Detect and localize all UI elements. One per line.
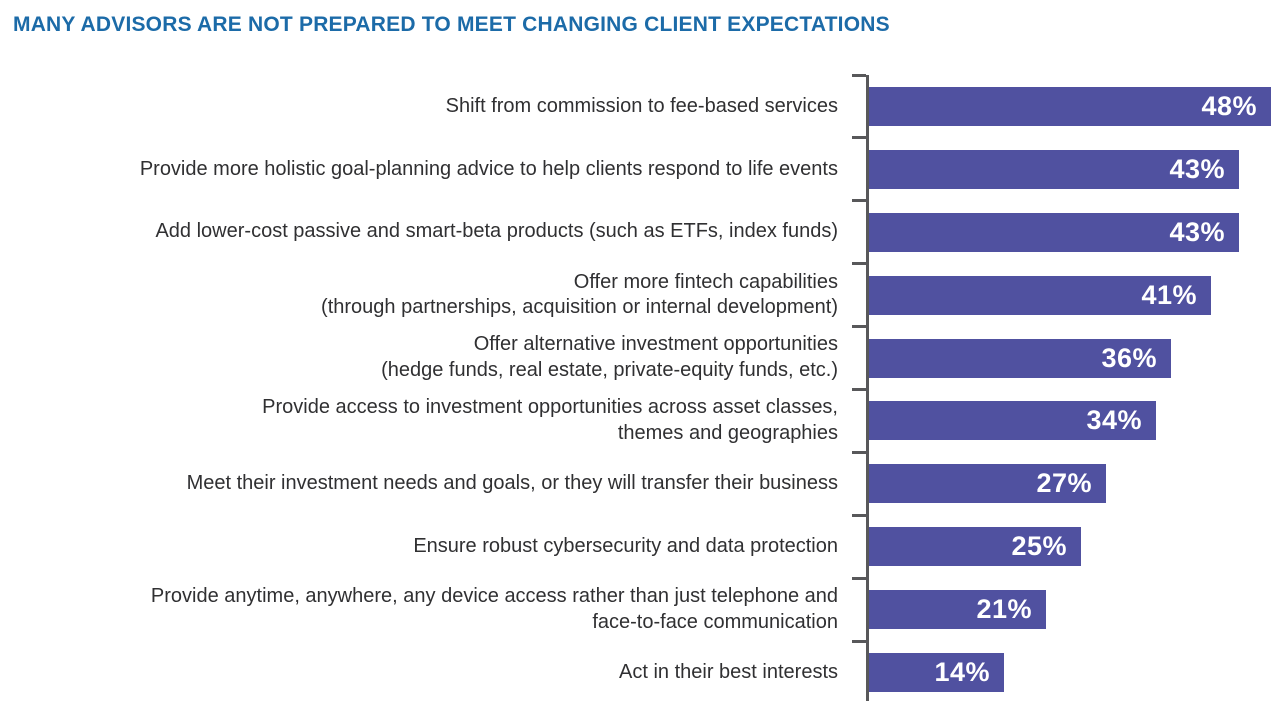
axis-tick-mark xyxy=(852,262,866,266)
category-label: Provide anytime, anywhere, any device ac… xyxy=(150,584,838,633)
value-label: 41% xyxy=(1141,279,1197,310)
bar-track: 27% xyxy=(866,464,1280,504)
bar-track: 36% xyxy=(866,338,1280,378)
bar-track: 43% xyxy=(866,212,1280,252)
chart-row: Provide anytime, anywhere, any device ac… xyxy=(0,576,1280,641)
bar-track: 14% xyxy=(866,652,1280,692)
axis-tick-mark xyxy=(852,73,866,77)
bar-track: 21% xyxy=(866,590,1280,630)
category-label: Provide access to investment opportuniti… xyxy=(262,396,838,444)
bar-rows-container: Shift from commission to fee-based servi… xyxy=(0,73,1280,701)
category-label: Shift from commission to fee-based servi… xyxy=(445,94,838,117)
chart-row: Provide more holistic goal-planning advi… xyxy=(0,136,1280,201)
value-label: 43% xyxy=(1169,153,1225,184)
bar-track: 48% xyxy=(866,86,1280,126)
value-label: 14% xyxy=(934,656,990,687)
bar: 27% xyxy=(869,464,1106,504)
axis-tick-mark xyxy=(852,639,866,643)
value-label: 27% xyxy=(1036,468,1092,499)
chart-row: Offer more fintech capabilities (through… xyxy=(0,262,1280,327)
bar-track: 41% xyxy=(866,275,1280,315)
axis-line xyxy=(866,75,869,701)
bar: 43% xyxy=(869,149,1239,189)
chart-row: Act in their best interests 14% xyxy=(0,639,1280,701)
bar-track: 43% xyxy=(866,149,1280,189)
category-label: Meet their investment needs and goals, o… xyxy=(186,471,838,494)
bar: 41% xyxy=(869,275,1211,315)
bar: 14% xyxy=(869,652,1004,692)
category-label: Ensure robust cybersecurity and data pro… xyxy=(413,534,838,557)
axis-tick-mark xyxy=(852,387,866,391)
value-label: 43% xyxy=(1169,216,1225,247)
category-label: Act in their best interests xyxy=(619,660,838,683)
chart-row: Meet their investment needs and goals, o… xyxy=(0,450,1280,515)
category-label: Provide more holistic goal-planning advi… xyxy=(139,157,838,180)
axis-tick-mark xyxy=(852,450,866,454)
bar: 34% xyxy=(869,401,1156,441)
bar: 48% xyxy=(869,86,1271,126)
bar-track: 34% xyxy=(866,401,1280,441)
axis-tick-mark xyxy=(852,136,866,140)
chart-row: Provide access to investment opportuniti… xyxy=(0,387,1280,452)
axis-tick-mark xyxy=(852,199,866,203)
axis-tick-mark xyxy=(852,576,866,580)
bar: 36% xyxy=(869,338,1171,378)
category-label: Add lower-cost passive and smart-beta pr… xyxy=(155,220,838,243)
chart-row: Offer alternative investment opportuniti… xyxy=(0,325,1280,390)
category-label: Offer alternative investment opportuniti… xyxy=(381,333,838,381)
bar-track: 25% xyxy=(866,527,1280,567)
chart-row: Shift from commission to fee-based servi… xyxy=(0,73,1280,138)
bar: 25% xyxy=(869,527,1081,567)
value-label: 34% xyxy=(1086,405,1142,436)
bar-chart: Shift from commission to fee-based servi… xyxy=(0,73,1280,701)
value-label: 25% xyxy=(1011,531,1067,562)
value-label: 36% xyxy=(1101,342,1157,373)
chart-row: Ensure robust cybersecurity and data pro… xyxy=(0,513,1280,578)
category-label: Offer more fintech capabilities (through… xyxy=(321,270,838,319)
value-label: 48% xyxy=(1201,90,1257,121)
chart-title: MANY ADVISORS ARE NOT PREPARED TO MEET C… xyxy=(13,13,890,36)
chart-row: Add lower-cost passive and smart-beta pr… xyxy=(0,199,1280,264)
value-label: 21% xyxy=(976,594,1032,625)
bar: 43% xyxy=(869,212,1239,252)
bar: 21% xyxy=(869,590,1046,630)
axis-tick-mark xyxy=(852,325,866,329)
axis-tick-mark xyxy=(852,513,866,517)
